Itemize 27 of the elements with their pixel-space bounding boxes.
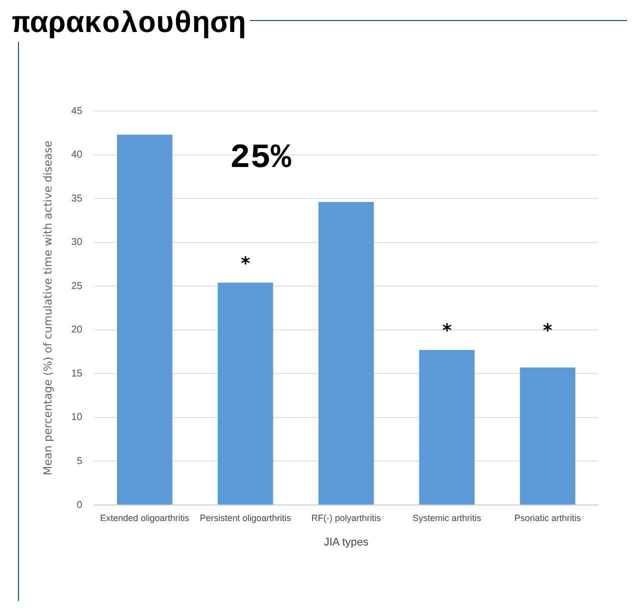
annotation: 25% [230,140,292,178]
bar [520,368,576,504]
bar [116,134,172,504]
annotation: * [542,320,553,342]
x-tick-label: Systemic arthritis [412,512,482,523]
y-tick-label: 45 [71,106,83,117]
bar [419,350,475,504]
y-tick-label: 20 [71,324,83,336]
y-tick-label: 0 [76,500,83,511]
x-tick-label: Persistent oligoarthritis [200,512,292,523]
x-axis-title: JIA types [324,536,369,548]
x-tick-label: Extended oligoarthritis [100,512,190,523]
y-axis-title: Mean percentage (%) of cumulative time with active disease [41,140,54,476]
x-tick-label: Psoriatic arthritis [514,512,582,523]
y-tick-label: 35 [71,193,83,204]
bar [218,282,274,504]
chart-title: παρακολουθηση [12,8,250,42]
x-tick-label: RF(-) polyarthritis [311,512,382,523]
annotation: * [442,320,452,342]
y-tick-label: 15 [71,368,83,380]
y-tick-label: 10 [71,412,83,424]
bar [318,202,374,504]
y-tick-label: 5 [76,456,83,467]
y-tick-label: 25 [71,280,83,292]
y-tick-label: 30 [71,237,83,248]
y-tick-label: 40 [71,150,83,161]
annotation: * [240,253,251,274]
